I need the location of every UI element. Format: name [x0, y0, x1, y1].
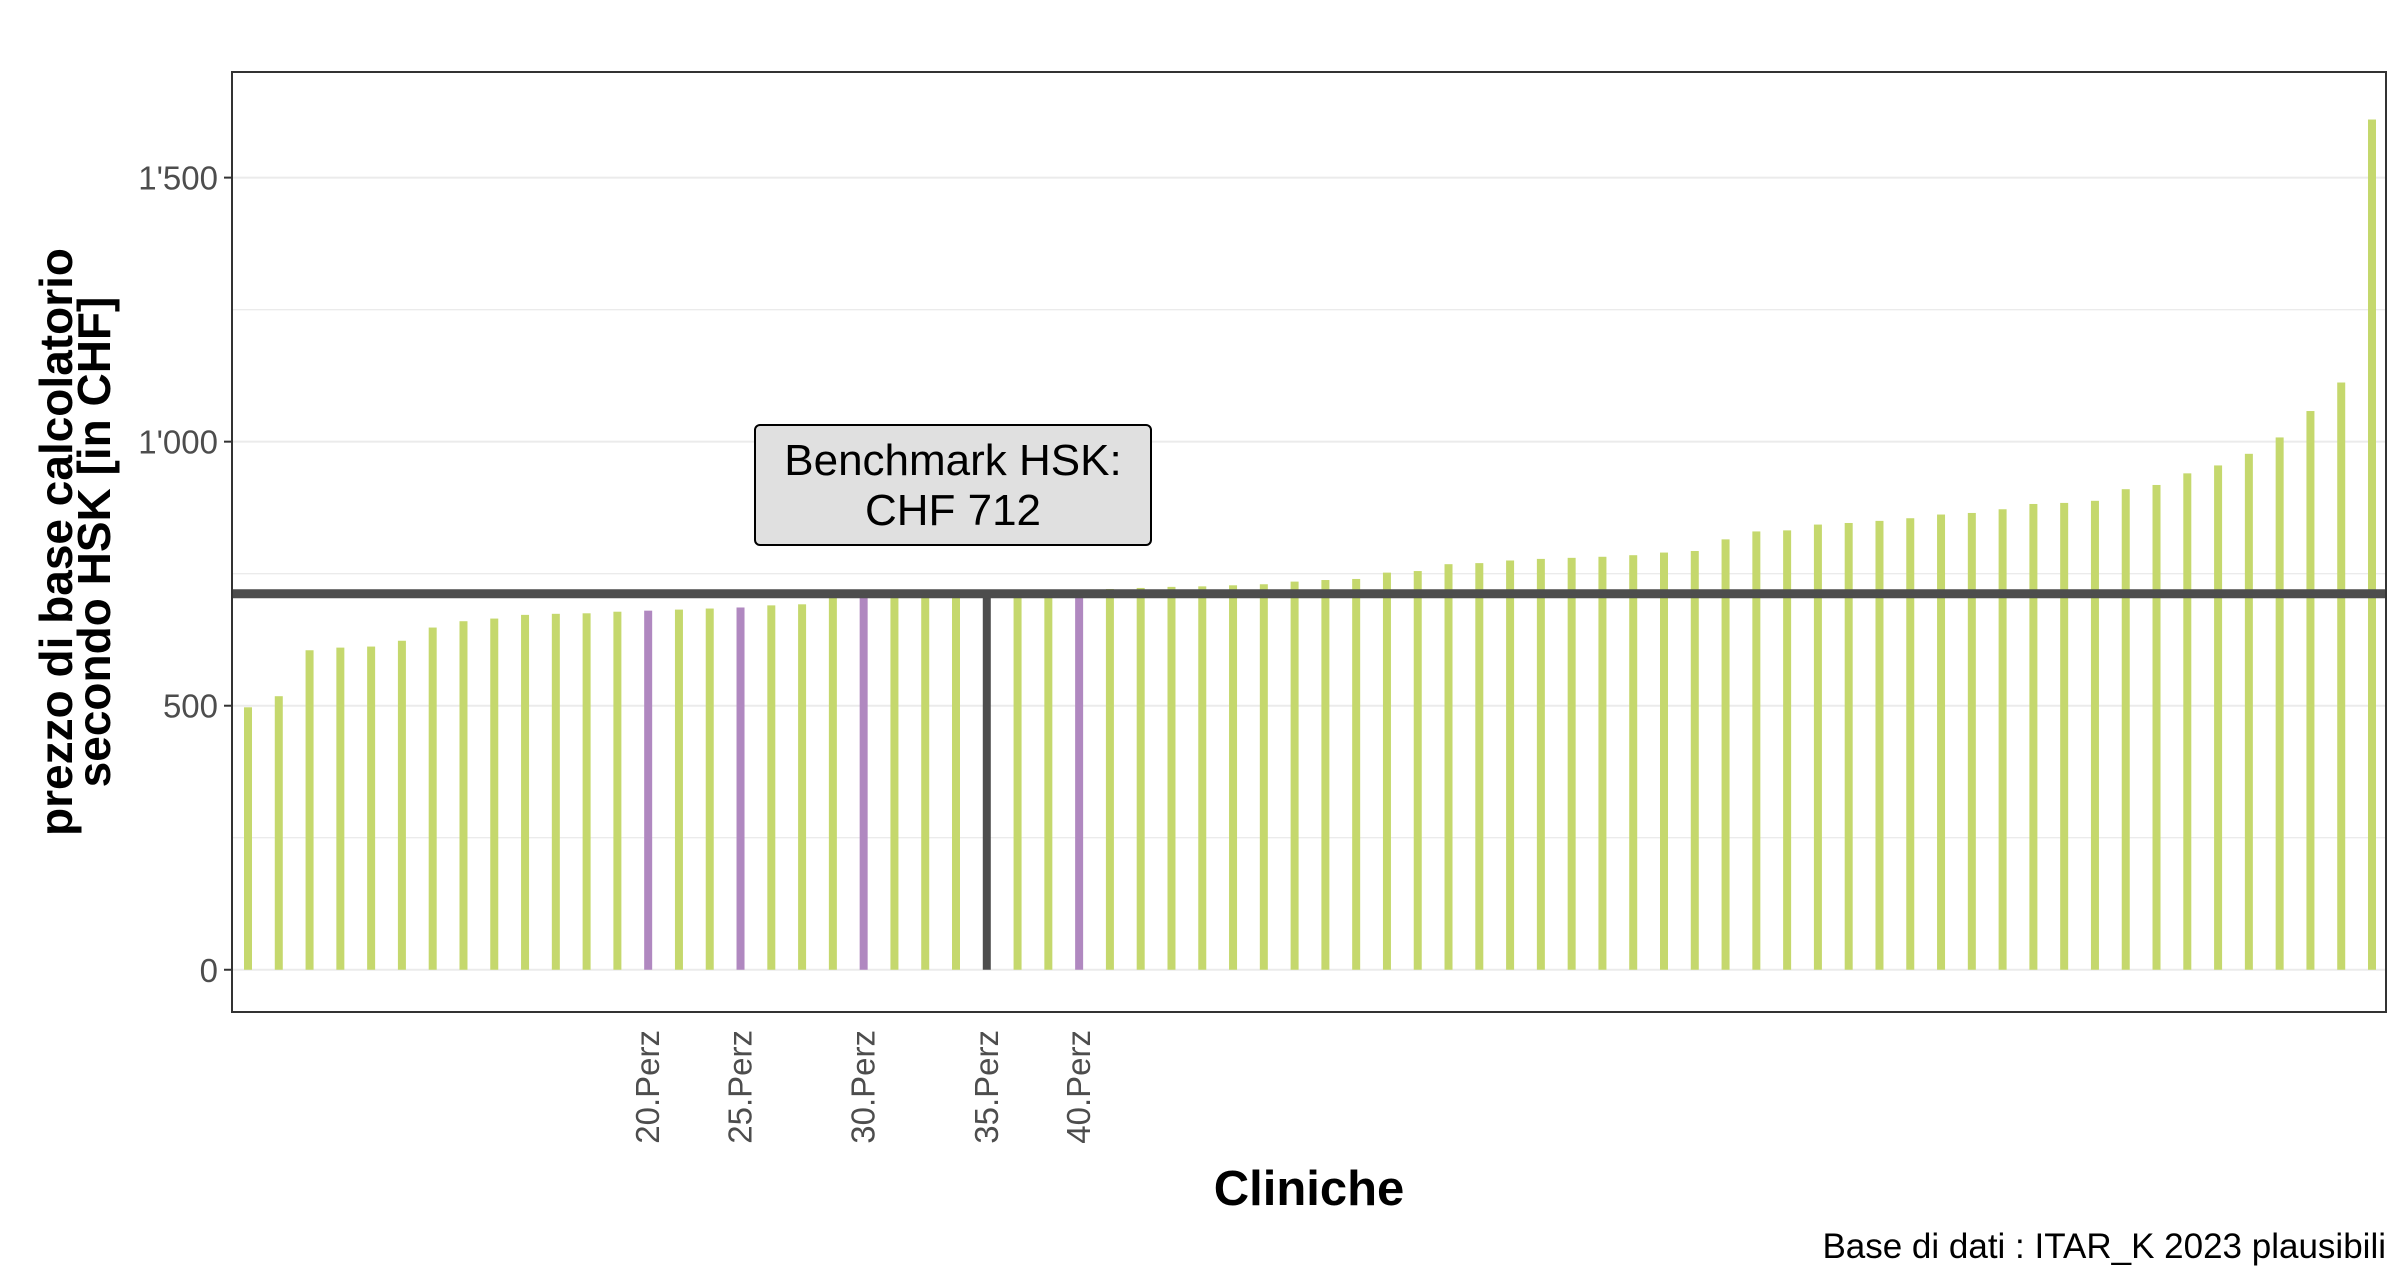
bars: [244, 119, 2376, 970]
bar: [336, 647, 345, 970]
bar: [1844, 522, 1853, 970]
bar: [2306, 411, 2315, 970]
benchmark-bar: [982, 593, 991, 970]
bar: [2244, 453, 2253, 970]
bar: [1229, 585, 1238, 970]
bar: [551, 613, 560, 970]
bar: [244, 707, 252, 970]
bar: [2090, 500, 2099, 970]
bar: [1198, 586, 1207, 970]
bar: [1536, 558, 1545, 970]
bar: [705, 608, 714, 970]
bar: [428, 627, 437, 970]
bar: [1382, 572, 1391, 970]
bar: [1013, 593, 1022, 970]
bar: [274, 696, 283, 970]
bar: [1506, 560, 1515, 970]
benchmark-label-background: [754, 424, 1152, 546]
bar: [2060, 502, 2069, 970]
plot-panel-border: [231, 71, 2387, 1013]
y-axis-title-line1: prezzo di base calcolatorio: [30, 248, 82, 836]
bar: [1413, 571, 1422, 970]
percentile-bar: [859, 596, 868, 970]
bar: [1721, 539, 1730, 970]
bar: [1444, 564, 1453, 970]
percentile-bar: [736, 607, 745, 970]
x-tick-label: 40.Perz: [1060, 1030, 1097, 1144]
bar: [490, 618, 499, 970]
gridlines: [232, 176, 2386, 971]
bar: [1475, 563, 1484, 970]
x-tick-label: 20.Perz: [629, 1030, 666, 1144]
bar: [521, 614, 530, 970]
bar: [1290, 581, 1299, 970]
bar: [2183, 473, 2192, 970]
bar: [1752, 531, 1761, 970]
bar: [2337, 382, 2346, 970]
y-tick-label: 1'500: [138, 160, 218, 197]
bar: [798, 604, 807, 970]
bar: [582, 613, 591, 970]
bar: [1813, 524, 1822, 970]
y-tick-label: 1'000: [138, 424, 218, 461]
y-tick-label: 500: [163, 688, 218, 725]
bar: [1136, 587, 1145, 970]
bar: [459, 621, 468, 970]
bar: [1598, 556, 1607, 970]
benchmark-label-line2: CHF 712: [865, 486, 1041, 535]
bar: [890, 595, 899, 970]
bar: [2275, 437, 2284, 970]
y-tick-label: 0: [200, 952, 218, 989]
bar: [1875, 520, 1884, 970]
bar: [1660, 552, 1668, 970]
x-tick-label: 30.Perz: [845, 1030, 882, 1144]
bar: [1044, 592, 1053, 970]
x-tick-label: 25.Perz: [722, 1030, 759, 1144]
bar: [1167, 586, 1176, 970]
bar: [2152, 484, 2161, 970]
bar: [1105, 589, 1114, 970]
y-axis-title-line2: secondo HSK [in CHF]: [68, 297, 120, 788]
benchmark-label-line1: Benchmark HSK:: [784, 436, 1121, 485]
bar: [1783, 530, 1792, 970]
bar: [952, 594, 960, 970]
bar: [1998, 509, 2007, 970]
bar: [767, 605, 776, 970]
data-source-caption: Base di dati : ITAR_K 2023 plausibili: [1822, 1227, 2386, 1266]
bar: [2214, 465, 2223, 970]
bar: [1937, 514, 1946, 970]
bar: [1690, 550, 1699, 970]
y-axis: 0 500 1'000 1'500: [138, 160, 232, 989]
bar: [1321, 580, 1330, 970]
bar: [2368, 119, 2376, 970]
x-axis: 20.Perz 25.Perz 30.Perz 35.Perz 40.Perz: [629, 1030, 1097, 1144]
bar: [2029, 503, 2038, 970]
bar: [613, 611, 622, 970]
bar: [1567, 557, 1576, 970]
bar: [1906, 518, 1915, 970]
bar: [1967, 512, 1976, 970]
bar: [1629, 555, 1638, 970]
bar: [1259, 584, 1268, 970]
x-axis-title: Cliniche: [1214, 1162, 1405, 1216]
percentile-bar: [1075, 590, 1084, 970]
bar: [2121, 489, 2130, 970]
benchmark: Benchmark HSK: CHF 712: [232, 424, 2386, 599]
bar: [921, 594, 930, 970]
bar: [305, 650, 314, 970]
x-tick-label: 35.Perz: [968, 1030, 1005, 1144]
benchmark-label-box: Benchmark HSK: CHF 712: [754, 424, 1152, 546]
y-axis-title: prezzo di base calcolatorio secondo HSK …: [30, 248, 120, 836]
bar: [367, 646, 376, 970]
percentile-bar: [644, 610, 653, 970]
bar: [1352, 578, 1361, 970]
bar: [674, 609, 683, 970]
bar: [828, 597, 837, 970]
bar: [397, 640, 406, 970]
